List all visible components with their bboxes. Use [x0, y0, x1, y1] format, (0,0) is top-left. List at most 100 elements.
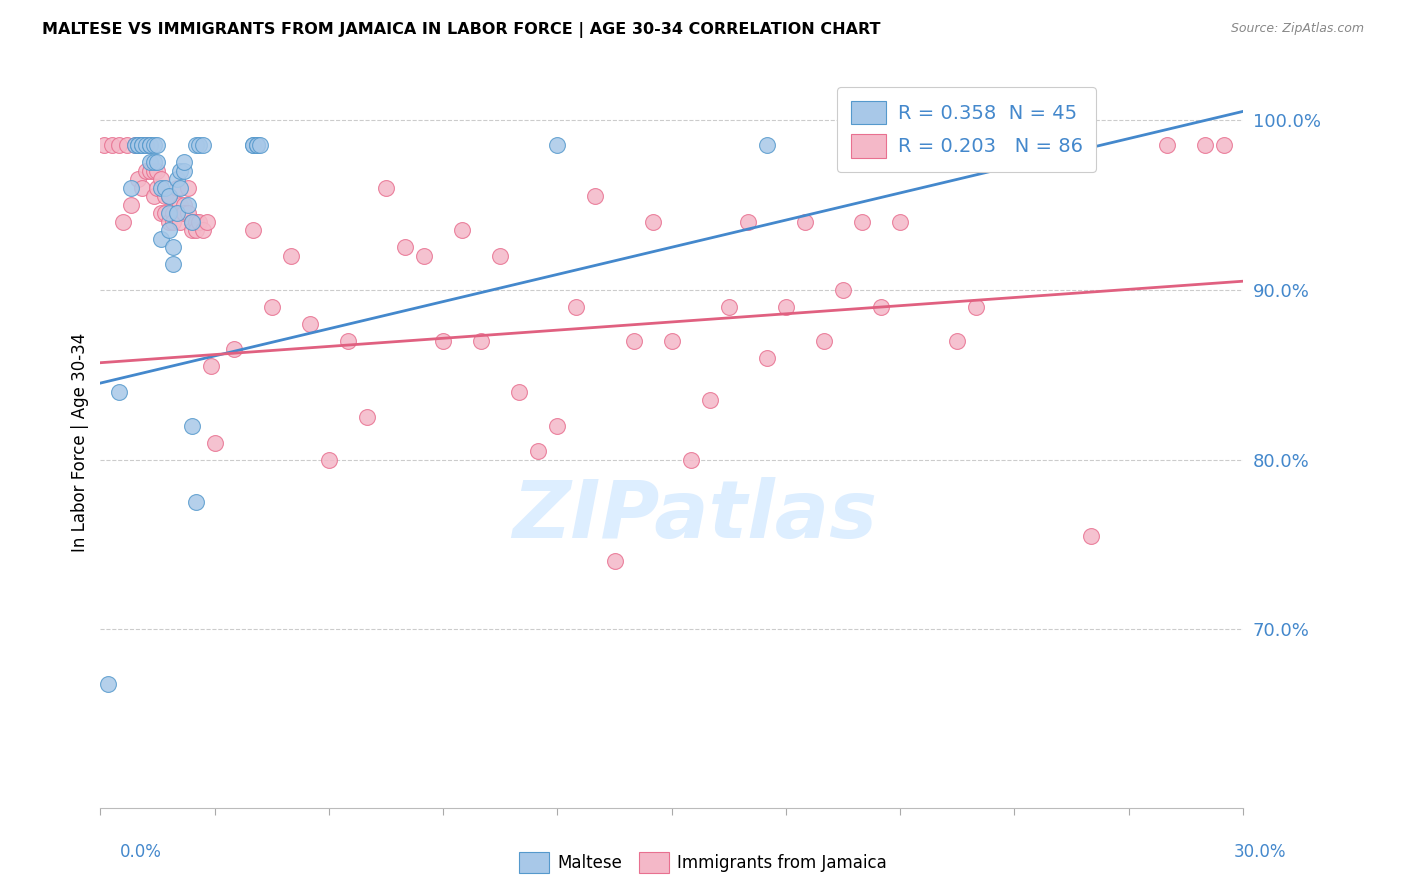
- Point: [451, 223, 474, 237]
- Point: [204, 435, 226, 450]
- Point: [180, 418, 202, 433]
- Point: [794, 215, 817, 229]
- Point: [146, 181, 169, 195]
- Point: [173, 198, 195, 212]
- Point: [124, 138, 146, 153]
- Point: [623, 334, 645, 348]
- Point: [775, 300, 797, 314]
- Point: [180, 215, 202, 229]
- Point: [146, 155, 169, 169]
- Point: [150, 181, 173, 195]
- Text: 0.0%: 0.0%: [120, 843, 162, 861]
- Y-axis label: In Labor Force | Age 30-34: In Labor Force | Age 30-34: [72, 333, 89, 552]
- Point: [260, 300, 283, 314]
- Point: [166, 181, 188, 195]
- Point: [870, 300, 893, 314]
- Point: [153, 189, 176, 203]
- Point: [150, 232, 173, 246]
- Point: [166, 172, 188, 186]
- Point: [193, 138, 215, 153]
- Point: [162, 215, 184, 229]
- Point: [135, 138, 157, 153]
- Point: [200, 359, 222, 373]
- Point: [135, 138, 157, 153]
- Point: [124, 138, 146, 153]
- Point: [245, 138, 267, 153]
- Point: [679, 452, 702, 467]
- Point: [131, 181, 153, 195]
- Point: [127, 138, 149, 153]
- Text: ZIPatlas: ZIPatlas: [512, 476, 877, 555]
- Point: [188, 138, 211, 153]
- Point: [661, 334, 683, 348]
- Point: [177, 206, 200, 220]
- Point: [153, 206, 176, 220]
- Point: [139, 155, 162, 169]
- Point: [184, 495, 207, 509]
- Point: [1213, 138, 1236, 153]
- Legend: R = 0.358  N = 45, R = 0.203   N = 86: R = 0.358 N = 45, R = 0.203 N = 86: [837, 87, 1097, 171]
- Point: [146, 164, 169, 178]
- Point: [222, 342, 245, 356]
- Point: [280, 249, 302, 263]
- Point: [169, 181, 191, 195]
- Point: [508, 384, 530, 399]
- Point: [162, 240, 184, 254]
- Point: [101, 138, 124, 153]
- Legend: Maltese, Immigrants from Jamaica: Maltese, Immigrants from Jamaica: [512, 846, 894, 880]
- Point: [108, 138, 131, 153]
- Point: [1156, 138, 1178, 153]
- Point: [470, 334, 492, 348]
- Point: [927, 138, 949, 153]
- Point: [142, 138, 165, 153]
- Point: [142, 189, 165, 203]
- Point: [1080, 529, 1102, 543]
- Point: [527, 444, 550, 458]
- Point: [173, 164, 195, 178]
- Point: [150, 172, 173, 186]
- Point: [1194, 138, 1216, 153]
- Point: [546, 418, 568, 433]
- Point: [965, 300, 987, 314]
- Point: [585, 189, 607, 203]
- Point: [97, 676, 120, 690]
- Point: [813, 334, 835, 348]
- Point: [184, 215, 207, 229]
- Point: [298, 317, 321, 331]
- Point: [641, 215, 664, 229]
- Point: [157, 223, 180, 237]
- Point: [120, 181, 142, 195]
- Point: [242, 223, 264, 237]
- Point: [127, 138, 149, 153]
- Point: [356, 410, 378, 425]
- Point: [546, 138, 568, 153]
- Point: [142, 155, 165, 169]
- Point: [166, 206, 188, 220]
- Text: 30.0%: 30.0%: [1234, 843, 1286, 861]
- Point: [177, 181, 200, 195]
- Point: [135, 164, 157, 178]
- Point: [120, 198, 142, 212]
- Point: [139, 138, 162, 153]
- Point: [142, 164, 165, 178]
- Point: [173, 155, 195, 169]
- Point: [169, 198, 191, 212]
- Point: [375, 181, 398, 195]
- Point: [755, 351, 778, 365]
- Point: [413, 249, 436, 263]
- Point: [193, 223, 215, 237]
- Point: [112, 215, 135, 229]
- Point: [169, 215, 191, 229]
- Point: [177, 198, 200, 212]
- Point: [565, 300, 588, 314]
- Point: [717, 300, 740, 314]
- Point: [157, 189, 180, 203]
- Text: MALTESE VS IMMIGRANTS FROM JAMAICA IN LABOR FORCE | AGE 30-34 CORRELATION CHART: MALTESE VS IMMIGRANTS FROM JAMAICA IN LA…: [42, 22, 880, 38]
- Point: [318, 452, 340, 467]
- Point: [157, 206, 180, 220]
- Point: [146, 138, 169, 153]
- Point: [108, 384, 131, 399]
- Point: [755, 138, 778, 153]
- Point: [169, 164, 191, 178]
- Point: [150, 206, 173, 220]
